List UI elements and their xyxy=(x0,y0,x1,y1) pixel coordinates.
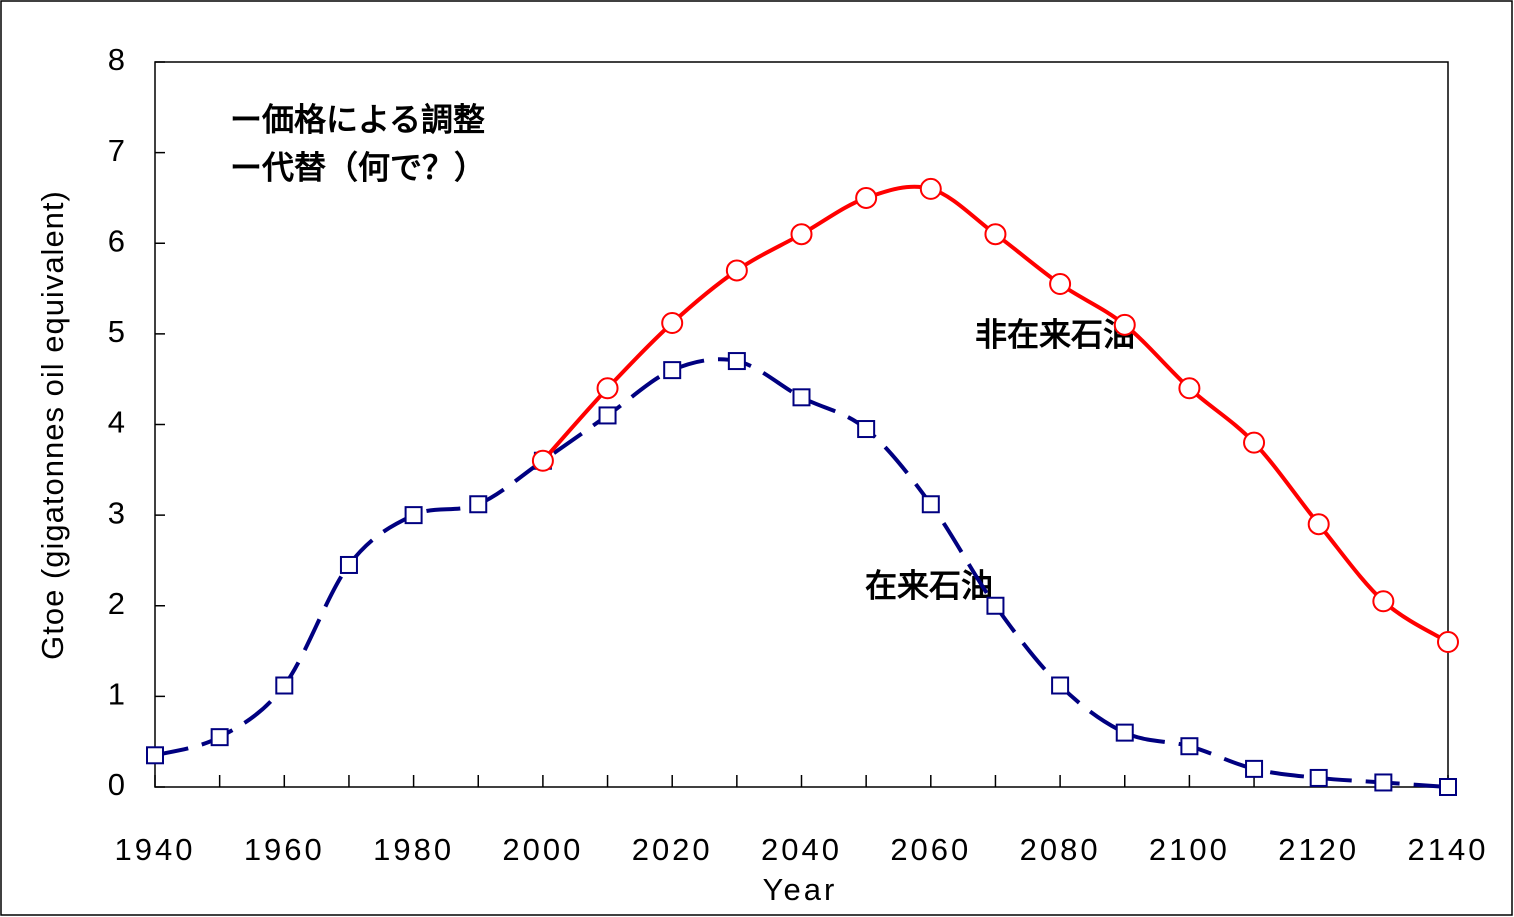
y-tick-label: 4 xyxy=(108,405,128,440)
y-tick-label: 3 xyxy=(108,495,128,530)
marker xyxy=(1245,759,1264,778)
marker xyxy=(1243,431,1266,454)
marker xyxy=(1178,377,1201,400)
annotation: ー代替（何で？） xyxy=(230,149,486,185)
marker xyxy=(1437,631,1459,653)
marker xyxy=(275,676,294,695)
marker xyxy=(984,223,1007,246)
y-tick-label: 6 xyxy=(108,223,128,258)
marker xyxy=(1374,773,1393,792)
marker xyxy=(469,495,488,514)
x-tick-label: 2020 xyxy=(632,832,713,867)
marker xyxy=(1309,768,1328,787)
marker xyxy=(404,506,423,525)
marker xyxy=(727,352,746,371)
x-tick-label: 1980 xyxy=(373,832,454,867)
marker xyxy=(1372,590,1395,613)
marker xyxy=(661,312,684,334)
series-label: 在来石油 xyxy=(865,567,993,603)
x-tick-label: 1960 xyxy=(244,832,325,867)
x-tick-label: 2000 xyxy=(502,832,583,867)
marker xyxy=(663,361,682,380)
y-axis-label: Gtoe (gigatonnes oil equivalent) xyxy=(35,190,70,660)
x-tick-label: 2100 xyxy=(1149,832,1230,867)
marker xyxy=(725,259,748,282)
marker xyxy=(857,420,876,439)
y-tick-label: 8 xyxy=(108,42,128,77)
marker xyxy=(146,746,164,765)
y-tick-label: 0 xyxy=(108,767,128,802)
x-axis-label: Year xyxy=(763,872,838,907)
annotation: ー価格による調整 xyxy=(230,101,485,137)
x-tick-label: 2060 xyxy=(890,832,971,867)
marker xyxy=(1439,778,1457,796)
marker xyxy=(1180,737,1199,756)
marker xyxy=(1307,513,1330,536)
x-tick-label: 2080 xyxy=(1020,832,1101,867)
marker xyxy=(339,555,358,574)
x-tick-label: 2120 xyxy=(1278,832,1359,867)
marker xyxy=(986,596,1005,615)
marker xyxy=(531,449,554,472)
marker xyxy=(919,177,942,200)
marker xyxy=(1113,313,1136,336)
x-tick-label: 2040 xyxy=(761,832,842,867)
marker xyxy=(210,728,229,747)
marker xyxy=(1049,273,1072,296)
marker xyxy=(596,377,619,400)
marker xyxy=(792,388,811,407)
marker xyxy=(855,186,878,209)
series-line xyxy=(541,184,1450,644)
series-label: 非在来石油 xyxy=(975,316,1135,352)
x-tick-label: 2140 xyxy=(1408,832,1489,867)
marker xyxy=(598,406,617,425)
x-tick-label: 1940 xyxy=(115,832,196,867)
marker xyxy=(790,223,813,246)
y-tick-label: 7 xyxy=(108,133,128,168)
y-tick-label: 2 xyxy=(108,586,128,621)
marker xyxy=(1115,723,1134,742)
y-tick-label: 1 xyxy=(108,677,128,712)
marker xyxy=(921,495,940,514)
marker xyxy=(1051,676,1070,695)
y-tick-label: 5 xyxy=(108,314,128,349)
